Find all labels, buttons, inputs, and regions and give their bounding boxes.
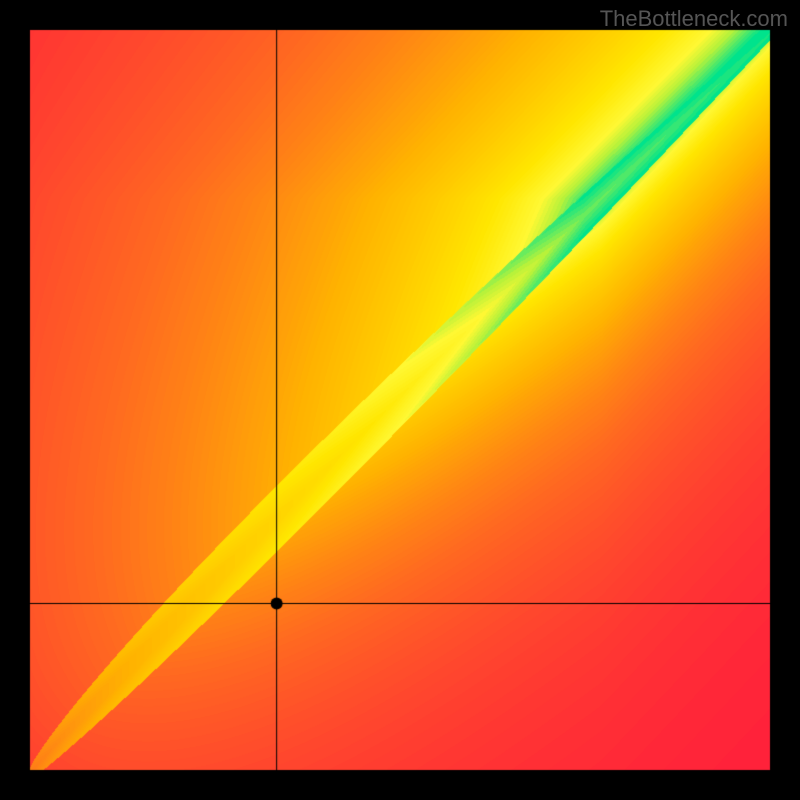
heatmap-canvas xyxy=(0,0,800,800)
chart-container: TheBottleneck.com xyxy=(0,0,800,800)
watermark-text: TheBottleneck.com xyxy=(600,6,788,32)
